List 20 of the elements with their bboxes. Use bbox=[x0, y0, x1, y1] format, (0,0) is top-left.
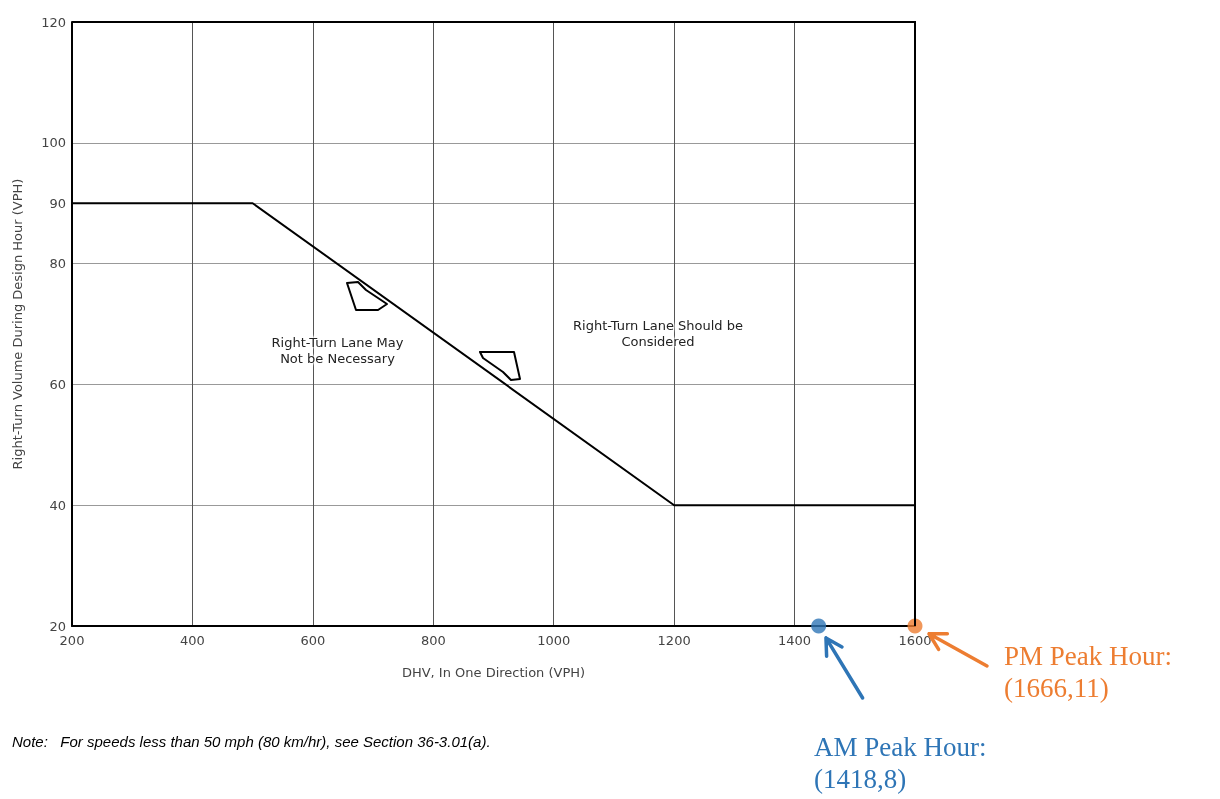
x-tick-label: 800 bbox=[420, 633, 446, 648]
x-tick-label: 1000 bbox=[537, 633, 571, 648]
text: Note: For speeds less than 50 mph (80 km/hr), see Section 36-3.01(a). bbox=[12, 733, 492, 751]
x-axis-title: DHV, In One Direction (VPH) bbox=[401, 665, 586, 680]
x-tick-label: 200 bbox=[59, 633, 85, 648]
x-tick-label: 600 bbox=[300, 633, 326, 648]
y-axis-title: Right-Turn Volume During Design Hour (VPH) bbox=[10, 178, 25, 470]
y-tick-label: 40 bbox=[49, 497, 66, 513]
y-tick-label: 20 bbox=[49, 618, 66, 634]
text: PM Peak Hour: (1666,11) bbox=[1004, 640, 1173, 705]
x-tick-label: 1400 bbox=[778, 633, 812, 648]
y-tick-label: 120 bbox=[41, 14, 66, 30]
x-tick-label: 400 bbox=[180, 633, 205, 648]
y-tick-label: 80 bbox=[49, 256, 66, 272]
text: AM Peak Hour: (1418,8) bbox=[814, 731, 988, 796]
x-tick-label: 1200 bbox=[657, 633, 691, 648]
y-tick-label: 90 bbox=[49, 195, 66, 211]
x-tick-label: 1600 bbox=[898, 633, 932, 648]
y-tick-label: 100 bbox=[41, 135, 66, 151]
y-tick-label: 60 bbox=[49, 376, 66, 392]
